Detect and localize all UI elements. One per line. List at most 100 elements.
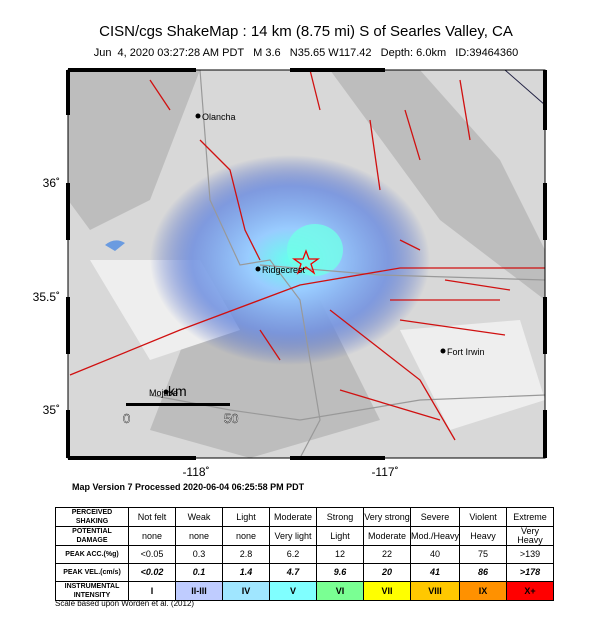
title: CISN/cgs ShakeMap : 14 km (8.75 mi) S of…: [99, 23, 513, 40]
lon-label: -118˚: [182, 465, 209, 479]
lat-label: 35˚: [43, 403, 60, 417]
legend-cell: Moderate: [363, 526, 411, 546]
lon-label: -117˚: [371, 465, 398, 479]
legend-cell: none: [222, 526, 270, 546]
legend-cell: Very Heavy: [506, 526, 555, 546]
legend-cell: <0.02: [128, 563, 176, 582]
legend-cell: 0.3: [175, 545, 223, 564]
legend-cell: 4.7: [269, 563, 317, 582]
place-dot: [440, 348, 446, 354]
legend-cell: VIII: [409, 581, 461, 601]
scale-tick: 50: [224, 411, 238, 426]
row-header: PEAK VEL.(cm/s): [55, 563, 129, 582]
legend-cell: Very light: [269, 526, 317, 546]
legend-cell: 20: [363, 563, 411, 582]
legend-cell: 41: [409, 563, 461, 582]
legend-cell: IV: [222, 581, 270, 601]
legend-cell: Moderate: [269, 507, 317, 527]
legend-cell: V: [269, 581, 317, 601]
legend-cell: >139: [506, 545, 555, 564]
place-dot: [163, 389, 169, 395]
map-detail: [69, 267, 545, 376]
map-detail: [199, 139, 261, 261]
map-detail: [399, 319, 506, 336]
legend-cell: none: [175, 526, 223, 546]
map-detail: [404, 109, 421, 161]
lake: [105, 240, 125, 251]
legend-cell: 6.2: [269, 545, 317, 564]
map-border: [67, 69, 546, 459]
legend-cell: Strong: [316, 507, 364, 527]
legend-row: INSTRUMENTAL INTENSITY I II-III IV V VI VII VII…: [55, 581, 555, 601]
version-note: Map Version 7 Processed 2020-06-04 06:25…: [72, 482, 305, 492]
legend-cell: VI: [316, 581, 364, 601]
map: Olancha Ridgecrest Fort Irwin Mojave km …: [66, 68, 547, 460]
legend-cell: >178: [506, 563, 555, 582]
legend-cell: Light: [316, 526, 364, 546]
map-detail: [199, 69, 321, 459]
row-header: PEAK ACC.(%g): [55, 545, 129, 564]
lat-label: 35.5˚: [33, 290, 60, 304]
intensity-core: [287, 224, 343, 276]
legend-cell: none: [128, 526, 176, 546]
place-label: Olancha: [202, 112, 236, 122]
legend-cell: Extreme: [506, 507, 555, 527]
legend-row: POTENTIAL DAMAGE none none none Very light Li…: [55, 526, 555, 546]
legend-cell: 86: [459, 563, 508, 582]
legend-cell: 0.1: [175, 563, 223, 582]
legend-cell: 1.4: [222, 563, 270, 582]
scale-bar: [126, 403, 230, 406]
legend-cell: Violent: [459, 507, 508, 527]
scale-tick: 0: [123, 411, 130, 426]
legend-cell: 2.8: [222, 545, 270, 564]
legend-cell: <0.05: [128, 545, 176, 564]
legend-cell: 12: [316, 545, 364, 564]
legend-cell: Mod./Heavy: [409, 526, 461, 546]
place-label: Ridgecrest: [262, 265, 306, 275]
scale-unit: km: [168, 383, 187, 399]
map-detail: [399, 239, 421, 251]
legend-cell: Light: [222, 507, 270, 527]
legend-cell: 9.6: [316, 563, 364, 582]
lat-label: 36˚: [43, 176, 60, 190]
legend-cell: Heavy: [459, 526, 508, 546]
legend-cell: 75: [459, 545, 508, 564]
footnote: Scale based upon Worden et al. (2012): [55, 599, 194, 608]
place-label: Fort Irwin: [447, 347, 485, 357]
legend-cell: Not felt: [128, 507, 176, 527]
place-dot: [195, 113, 201, 119]
place-label: Mojave: [149, 388, 178, 398]
boundary: [504, 69, 546, 106]
legend-cell: Weak: [175, 507, 223, 527]
legend-cell: II-III: [175, 581, 223, 601]
terrain-shade: [68, 70, 545, 458]
map-detail: [339, 389, 441, 421]
legend-cell: 40: [409, 545, 461, 564]
legend-row: PEAK ACC.(%g) <0.05 0.3 2.8 6.2 12 22 40 75 >139: [55, 545, 555, 564]
legend-cell: VII: [363, 581, 411, 601]
map-detail: [149, 79, 171, 111]
legend-cell: IX: [459, 581, 508, 601]
map-detail: [329, 309, 456, 441]
map-detail: [459, 79, 471, 141]
epicenter: [291, 249, 321, 275]
legend-row: PEAK VEL.(cm/s) <0.02 0.1 1.4 4.7 9.6 20 41 86 >1…: [55, 563, 555, 582]
map-detail: [309, 69, 321, 111]
subtitle: Jun 4, 2020 03:27:28 AM PDT M 3.6 N35.65…: [94, 47, 519, 59]
row-header: INSTRUMENTAL INTENSITY: [55, 581, 129, 601]
row-header: PERCEIVED SHAKING: [55, 507, 129, 527]
place-dot: [255, 266, 261, 272]
legend-cell: I: [128, 581, 176, 601]
row-header: POTENTIAL DAMAGE: [55, 526, 129, 546]
legend-cell: X+: [506, 581, 555, 601]
intensity-legend: PERCEIVED SHAKING Not felt Weak Light Modera…: [55, 507, 555, 601]
legend-cell: 22: [363, 545, 411, 564]
map-detail: [444, 279, 511, 291]
legend-cell: Severe: [409, 507, 461, 527]
map-detail: [369, 119, 381, 191]
legend-row: PERCEIVED SHAKING Not felt Weak Light Modera…: [55, 507, 555, 527]
map-detail: [259, 329, 281, 361]
faults: [69, 69, 545, 441]
